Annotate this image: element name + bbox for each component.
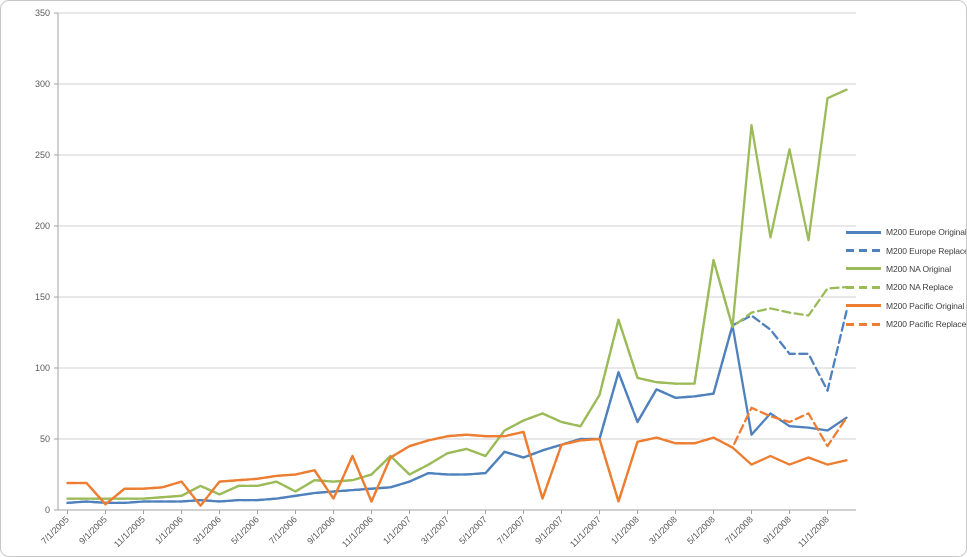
x-axis-tick-label: 3/1/2008: [647, 514, 679, 546]
x-axis-tick-label: 5/1/2008: [685, 514, 717, 546]
x-axis-tick-label: 11/1/2006: [340, 514, 375, 549]
legend-item-m200-europe-replace[interactable]: M200 Europe Replace: [846, 241, 967, 259]
legend-item-m200-europe-original[interactable]: M200 Europe Original: [846, 223, 967, 241]
legend-label: M200 NA Original: [886, 263, 952, 274]
y-axis-tick-label: 350: [35, 8, 50, 18]
legend-dashed-line-swatch: [846, 322, 881, 326]
x-axis-tick-label: 1/1/2008: [609, 514, 641, 546]
x-axis-tick-label: 11/1/2007: [568, 514, 603, 549]
x-axis-tick-label: 11/1/2005: [112, 514, 147, 549]
legend-label: M200 Pacific Replace: [886, 319, 967, 330]
legend-label: M200 Europe Original: [886, 227, 967, 238]
y-axis-tick-label: 50: [40, 434, 50, 444]
legend-dashed-line-swatch: [846, 249, 881, 253]
x-axis-tick-label: 7/1/2006: [267, 514, 299, 546]
series-line-m200-pacific-replace[interactable]: [66, 406, 848, 507]
legend-label: M200 NA Replace: [886, 282, 954, 293]
x-axis-tick-label: 7/1/2007: [495, 514, 527, 546]
legend-solid-line-swatch: [846, 230, 881, 234]
legend-solid-line-swatch: [846, 267, 881, 271]
x-axis-tick-label: 7/1/2005: [39, 514, 71, 546]
series-line-m200-na-original[interactable]: [66, 88, 848, 500]
y-axis-tick-label: 300: [35, 79, 50, 89]
series-line-m200-europe-replace[interactable]: [66, 310, 848, 505]
y-axis-tick-label: 150: [35, 292, 50, 302]
x-axis-tick-label: 1/1/2006: [153, 514, 185, 546]
x-axis-tick-label: 7/1/2008: [723, 514, 755, 546]
legend-label: M200 Pacific Original: [886, 300, 965, 311]
x-axis-tick-label: 9/1/2006: [305, 514, 337, 546]
legend-item-m200-na-original[interactable]: M200 NA Original: [846, 260, 966, 278]
x-axis-tick-label: 11/1/2008: [796, 514, 831, 549]
y-axis-tick-label: 200: [35, 221, 50, 231]
series-line-m200-europe-original[interactable]: [66, 324, 848, 505]
x-axis-tick-label: 5/1/2006: [229, 514, 261, 546]
x-axis-tick-label: 3/1/2006: [191, 514, 223, 546]
legend-solid-line-swatch: [846, 304, 881, 308]
legend-item-m200-pacific-replace[interactable]: M200 Pacific Replace: [846, 315, 967, 333]
series-line-m200-na-replace[interactable]: [66, 258, 848, 500]
x-axis-tick-label: 9/1/2008: [761, 514, 793, 546]
legend-item-m200-na-replace[interactable]: M200 NA Replace: [846, 278, 966, 296]
y-axis-tick-label: 100: [35, 363, 50, 373]
chart-legend: M200 Europe Original M200 Europe Replace M…: [846, 223, 967, 333]
x-axis-tick-label: 9/1/2005: [77, 514, 109, 546]
x-axis-tick-label: 3/1/2007: [419, 514, 451, 546]
legend-dashed-line-swatch: [846, 285, 881, 289]
y-axis-tick-label: 250: [35, 150, 50, 160]
legend-item-m200-pacific-original[interactable]: M200 Pacific Original: [846, 297, 966, 315]
x-axis-tick-label: 1/1/2007: [381, 514, 413, 546]
x-axis-tick-label: 9/1/2007: [533, 514, 565, 546]
x-axis-tick-label: 5/1/2007: [457, 514, 489, 546]
legend-label: M200 Europe Replace: [886, 245, 967, 256]
y-axis-tick-label: 0: [45, 505, 50, 515]
